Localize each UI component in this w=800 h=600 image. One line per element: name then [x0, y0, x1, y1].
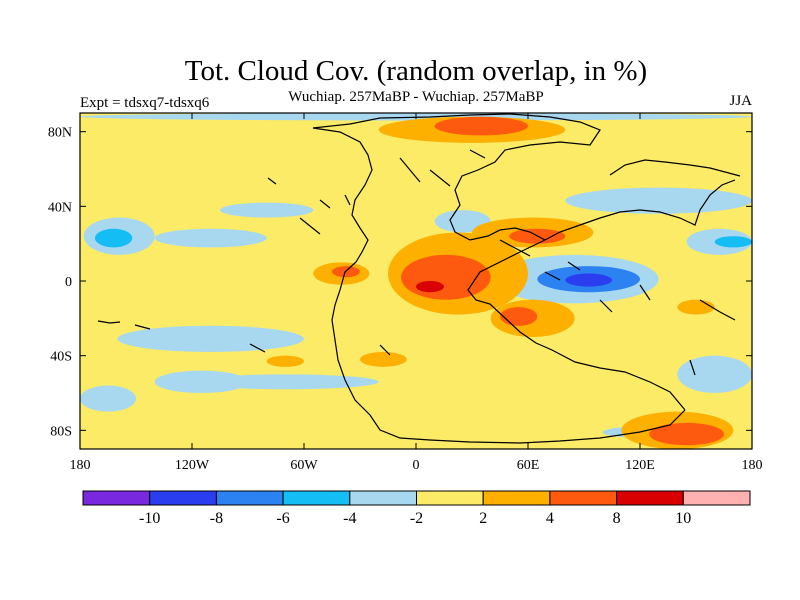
left-label: Expt = tdsxq7-tdsxq6 [80, 95, 210, 111]
coastline-south-islands [97, 320, 391, 356]
anomaly-region-3 [219, 202, 314, 218]
colorbar: -10 -8 -6 -4 -2 2 4 8 10 [82, 490, 751, 527]
anomaly-region-4 [117, 325, 304, 352]
anomaly-region-12 [714, 236, 752, 248]
coastline-gondwana-east [467, 239, 686, 411]
coastlines [97, 113, 741, 444]
coastline-gondwana-west [331, 261, 686, 444]
anomaly-region-29 [360, 351, 407, 367]
x-axis: 180 120W 60W 0 60E 120E 180 [70, 113, 763, 473]
anomaly-region-6 [80, 385, 136, 412]
x-tick-label-1: 120W [175, 458, 210, 473]
anomaly-region-1 [94, 228, 133, 248]
coastline-pangea-west [312, 127, 373, 263]
y-tick-label-0: 80N [48, 126, 72, 141]
anomaly-region-10 [565, 273, 613, 287]
colorbar-label-0: -10 [139, 510, 160, 527]
x-tick-label-2: 60W [290, 458, 318, 473]
anomaly-region-33 [266, 355, 305, 367]
x-tick-label-4: 60E [517, 458, 540, 473]
anomaly-region-31 [649, 422, 725, 446]
anomaly-region-13 [565, 187, 752, 214]
y-axis: 80N 40N 0 40S 80S [48, 126, 752, 439]
plot-area [80, 113, 752, 449]
anomaly-region-28 [434, 116, 528, 136]
y-tick-label-3: 40S [50, 350, 72, 365]
coastline-tethys-north [544, 179, 736, 241]
colorbar-label-1: -8 [210, 510, 223, 527]
y-tick-label-1: 40N [48, 200, 72, 215]
colorbar-box-6 [482, 490, 551, 506]
colorbar-box-5 [416, 490, 484, 506]
colorbar-label-5: 2 [479, 510, 487, 527]
shaded-regions [80, 113, 752, 449]
chart-title: Tot. Cloud Cov. (random overlap, in %) [185, 55, 647, 87]
chart-subtitle: Wuchiap. 257MaBP - Wuchiap. 257MaBP [288, 89, 543, 105]
colorbar-box-4 [349, 490, 417, 506]
x-tick-label-3: 0 [413, 458, 420, 473]
colorbar-label-2: -6 [276, 510, 289, 527]
colorbar-box-8 [616, 490, 684, 506]
colorbar-box-0 [82, 490, 151, 506]
colorbar-label-7: 8 [613, 510, 621, 527]
anomaly-region-7 [677, 355, 752, 393]
colorbar-label-4: -2 [410, 510, 423, 527]
colorbar-label-8: 10 [675, 510, 691, 527]
season-label: JJA [729, 93, 752, 109]
x-tick-label-0: 180 [70, 458, 91, 473]
coastline-east-islands [599, 284, 736, 376]
colorbar-box-1 [149, 490, 217, 506]
colorbar-label-3: -4 [343, 510, 356, 527]
y-tick-label-2: 0 [65, 275, 72, 290]
coastline-pangea-north [312, 113, 601, 241]
anomaly-region-32 [677, 299, 715, 315]
anomaly-region-19 [401, 254, 491, 300]
colorbar-label-6: 4 [546, 510, 554, 527]
colorbar-box-7 [549, 490, 618, 506]
x-tick-label-5: 120E [625, 458, 655, 473]
colorbar-box-2 [215, 490, 284, 506]
anomaly-region-22 [500, 307, 538, 326]
x-tick-label-6: 180 [742, 458, 763, 473]
colorbar-box-3 [282, 490, 351, 506]
coastline-cimmeria [499, 239, 581, 281]
coastline-north-china [609, 159, 741, 177]
anomaly-region-20 [416, 281, 444, 293]
coastline-west-islands [267, 177, 351, 235]
colorbar-box-9 [682, 490, 751, 506]
anomaly-region-2 [154, 228, 267, 248]
y-tick-label-4: 80S [50, 424, 72, 439]
coastline-polar [399, 149, 486, 187]
anomaly-region-16 [192, 374, 379, 390]
